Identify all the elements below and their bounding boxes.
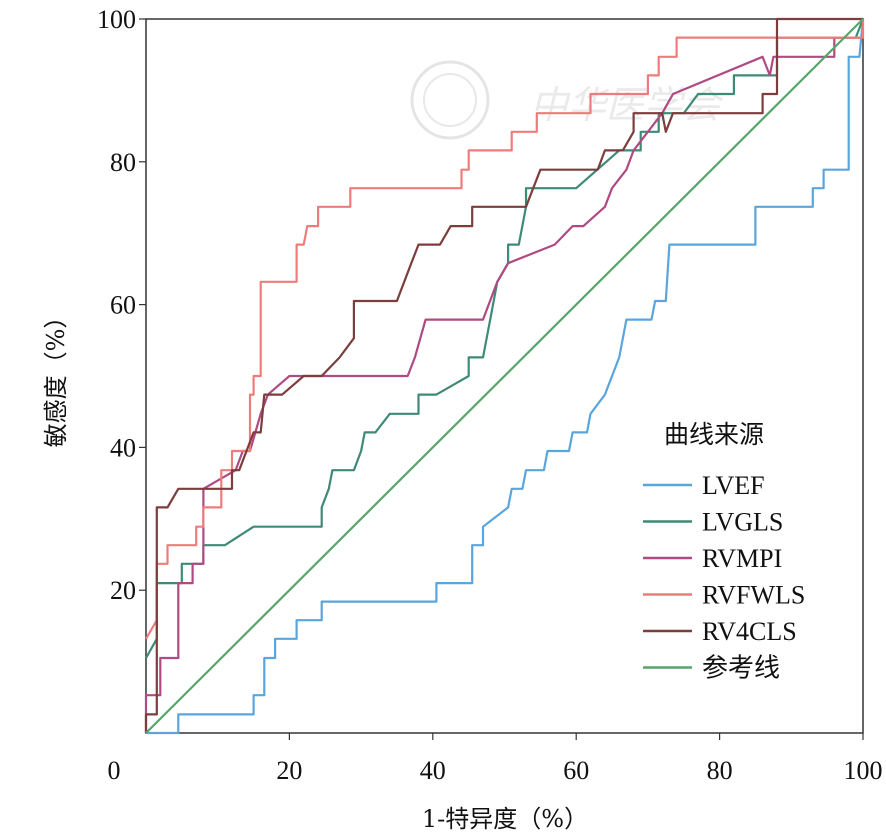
x-axis-title: 1-特异度（%） bbox=[422, 805, 588, 833]
series-line-参考线 bbox=[145, 18, 864, 734]
series-line-RV4CLS bbox=[144, 17, 863, 733]
series-line-RVFWLS bbox=[145, 19, 865, 640]
plot-area bbox=[145, 18, 864, 734]
legend-items: LVEF LVGLS RVMPI RVFWLS RV4CLS 参考线 bbox=[643, 471, 805, 683]
series-line-RVMPI bbox=[144, 36, 863, 733]
x-tick-label: 0 bbox=[108, 756, 121, 785]
y-tick-label: 60 bbox=[110, 291, 136, 320]
series-line-LVEF bbox=[146, 18, 865, 735]
legend-label: LVGLS bbox=[702, 508, 783, 537]
x-tick-label: 60 bbox=[563, 756, 589, 785]
legend: 曲线来源 LVEF LVGLS RVMPI RVFWLS RV4CLS 参考线 bbox=[643, 420, 805, 683]
legend-label: RVMPI bbox=[702, 544, 782, 573]
legend-label: RVFWLS bbox=[702, 581, 805, 610]
legend-label: RV4CLS bbox=[702, 617, 797, 646]
x-tick-label: 100 bbox=[844, 756, 883, 785]
y-tick-label: 80 bbox=[110, 148, 136, 177]
watermark: 中华医学会 bbox=[410, 60, 724, 140]
y-axis-title: 敏感度（%） bbox=[42, 305, 70, 448]
x-tick-label: 20 bbox=[276, 756, 302, 785]
x-tick-label: 40 bbox=[420, 756, 446, 785]
legend-label: LVEF bbox=[702, 471, 765, 500]
x-axis-ticks: 0 20 40 60 80 100 bbox=[108, 733, 883, 785]
legend-label: 参考线 bbox=[702, 654, 780, 683]
y-tick-label: 100 bbox=[97, 5, 136, 34]
watermark-seal-icon bbox=[410, 60, 490, 140]
watermark-seal-inner-icon bbox=[423, 73, 477, 127]
legend-title: 曲线来源 bbox=[664, 420, 764, 449]
x-tick-label: 80 bbox=[707, 756, 733, 785]
watermark-text: 中华医学会 bbox=[530, 83, 724, 127]
y-axis-ticks: 20 40 60 80 100 bbox=[97, 5, 146, 605]
y-tick-label: 20 bbox=[110, 576, 136, 605]
series-layer bbox=[144, 17, 865, 735]
y-tick-label: 40 bbox=[110, 433, 136, 462]
